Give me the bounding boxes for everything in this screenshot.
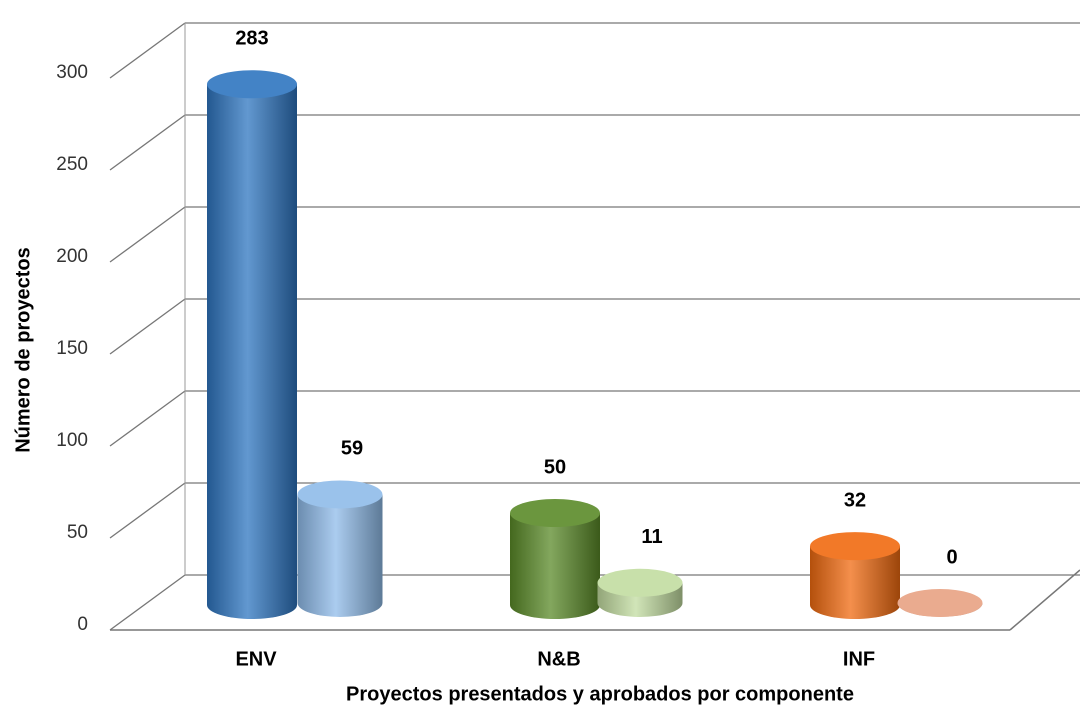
bar	[597, 568, 683, 617]
y-tick-label: 0	[77, 614, 88, 635]
grid-line	[109, 390, 186, 447]
bar	[510, 499, 600, 619]
y-tick-label: 250	[56, 154, 88, 175]
y-axis-title: Número de proyectos	[12, 247, 34, 453]
bar	[207, 70, 297, 619]
x-tick-label: N&B	[537, 648, 580, 670]
bar	[297, 480, 383, 617]
y-tick-label: 50	[67, 522, 88, 543]
data-label: 11	[641, 526, 662, 548]
bar-top	[897, 589, 983, 617]
grid-line	[109, 298, 186, 355]
bar-top	[510, 499, 600, 527]
bar-body	[207, 84, 297, 619]
bar	[897, 589, 983, 617]
grid-line	[109, 22, 186, 79]
grid-line	[109, 114, 186, 171]
y-tick-label: 100	[56, 430, 88, 451]
x-axis-title: Proyectos presentados y aprobados por co…	[346, 683, 854, 705]
y-tick-label: 300	[56, 62, 88, 83]
grid-line	[109, 574, 186, 631]
y-tick-label: 150	[56, 338, 88, 359]
data-label: 0	[946, 546, 957, 568]
data-label: 50	[544, 456, 566, 478]
y-tick-label: 200	[56, 246, 88, 267]
floor-edge	[1009, 569, 1080, 631]
bar-top	[597, 568, 683, 597]
data-label: 283	[235, 28, 268, 50]
bar-top	[207, 70, 297, 99]
x-tick-label: ENV	[235, 648, 277, 670]
bar	[810, 532, 900, 619]
grid-line	[109, 206, 186, 263]
data-label: 32	[844, 489, 866, 511]
bar-top	[810, 532, 900, 561]
bar-top	[297, 480, 383, 509]
grid-line	[109, 482, 186, 539]
bar-body	[810, 546, 900, 619]
bar-body	[510, 513, 600, 619]
bar-body	[297, 494, 383, 617]
x-tick-label: INF	[843, 648, 875, 670]
data-label: 59	[341, 438, 363, 460]
